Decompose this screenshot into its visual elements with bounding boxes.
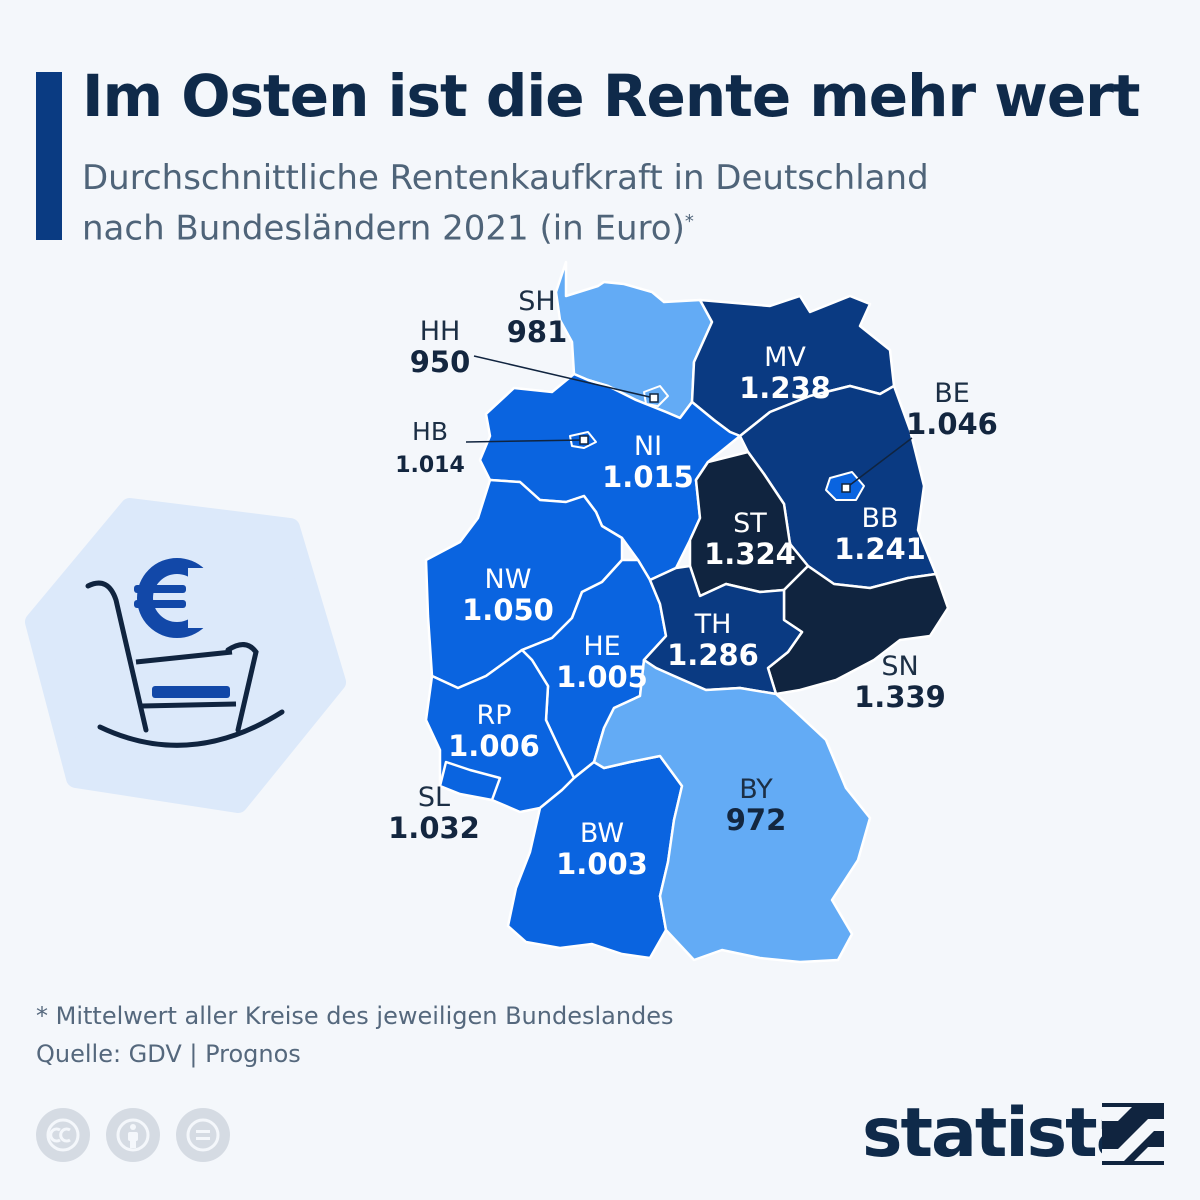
region-code: SN <box>881 651 918 682</box>
region-code: NI <box>634 431 662 462</box>
label-bw: BW1.003 <box>556 818 648 881</box>
source-line: Quelle: GDV | Prognos <box>36 1040 301 1068</box>
label-ni: NI1.015 <box>602 431 694 494</box>
region-code: BB <box>861 503 898 534</box>
region-value: 1.050 <box>462 593 554 627</box>
title-accent-bar <box>36 72 62 240</box>
label-th: TH1.286 <box>667 609 759 672</box>
region-code: MV <box>764 342 806 373</box>
subtitle-footnote-marker: * <box>684 211 694 232</box>
region-value: 981 <box>507 315 568 349</box>
label-nw: NW1.050 <box>462 564 554 627</box>
region-value: 972 <box>726 803 787 837</box>
leader-lines <box>465 355 913 489</box>
region-value: 1.005 <box>556 660 648 694</box>
rocking-chair-euro-icon <box>25 498 346 813</box>
label-be: BE1.046 <box>906 378 998 441</box>
region-by <box>592 658 872 964</box>
region-code: BY <box>739 774 773 805</box>
region-code: BW <box>580 818 624 849</box>
label-sl: SL1.032 <box>388 782 480 845</box>
label-mv: MV1.238 <box>739 342 831 405</box>
hb-marker <box>579 435 589 445</box>
label-rp: RP1.006 <box>448 700 540 763</box>
region-value: 1.014 <box>395 453 465 478</box>
label-st: ST1.324 <box>704 508 796 571</box>
region-value: 1.339 <box>854 680 946 714</box>
region-code: TH <box>694 609 732 640</box>
statista-logo[interactable]: statista <box>862 1094 1142 1173</box>
hh-marker <box>649 393 659 403</box>
region-code: BE <box>934 378 970 409</box>
statista-logo-icon <box>1102 1103 1164 1165</box>
be-marker <box>841 483 851 493</box>
region-value: 1.015 <box>602 460 694 494</box>
region-code: NW <box>485 564 532 595</box>
region-value: 1.046 <box>906 407 998 441</box>
region-value: 1.324 <box>704 537 796 571</box>
label-sn: SN1.339 <box>854 651 946 714</box>
subtitle-line-2: nach Bundesländern 2021 (in Euro) <box>82 208 685 249</box>
page-title: Im Osten ist die Rente mehr wert <box>82 62 1140 130</box>
region-code: HH <box>420 316 461 347</box>
region-value: 1.032 <box>388 811 480 845</box>
no-derivatives-icon[interactable] <box>176 1108 230 1162</box>
region-value: 1.286 <box>667 638 759 672</box>
region-sl <box>438 760 502 802</box>
region-value: 950 <box>410 345 471 379</box>
region-code: RP <box>476 700 511 731</box>
subtitle-line-1: Durchschnittliche Rentenkaufkraft in Deu… <box>82 158 929 198</box>
region-value: 1.006 <box>448 729 540 763</box>
license-icons <box>36 1108 230 1162</box>
label-he: HE1.005 <box>556 631 648 694</box>
region-value: 1.003 <box>556 847 648 881</box>
region-value: 1.238 <box>739 371 831 405</box>
cc-icon[interactable] <box>36 1108 90 1162</box>
region-code: SL <box>418 782 450 813</box>
page-subtitle: Durchschnittliche Rentenkaufkraft in Deu… <box>82 156 1082 250</box>
region-code: ST <box>733 508 767 539</box>
region-code: HE <box>583 631 620 662</box>
region-code: SH <box>518 286 555 317</box>
attribution-icon[interactable] <box>106 1108 160 1162</box>
region-value: 1.241 <box>834 532 926 566</box>
label-bb: BB1.241 <box>834 503 926 566</box>
label-hb: HB 1.014 <box>395 417 465 478</box>
footnote: * Mittelwert aller Kreise des jeweiligen… <box>36 1002 674 1030</box>
region-code: HB <box>412 417 448 446</box>
